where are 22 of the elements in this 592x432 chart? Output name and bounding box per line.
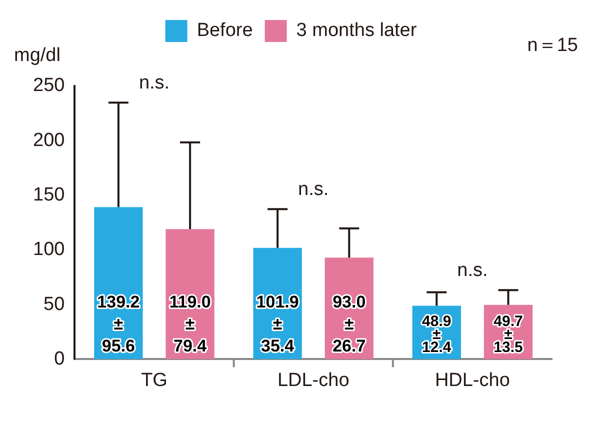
data-label: 49.7 ± 13.5: [494, 312, 523, 356]
x-tick-label: LDL-cho: [277, 370, 350, 391]
y-tick-label: 50: [44, 294, 65, 315]
data-label: 101.9 ± 35.4: [256, 292, 299, 356]
x-tick-label: HDL-cho: [434, 370, 510, 391]
annotation: n.s.: [298, 178, 329, 200]
y-tick-label: 200: [33, 130, 65, 151]
legend-label: 3 months later: [296, 20, 418, 42]
data-label: 93.0 ± 26.7: [332, 292, 366, 356]
annotation: n.s.: [138, 72, 170, 94]
y-tick-label: 150: [33, 184, 65, 206]
legend-label: Before: [196, 20, 253, 42]
annotation: n.s.: [457, 260, 488, 281]
y-axis-title: mg/dl: [14, 45, 60, 66]
text: n＝15: [527, 35, 578, 56]
data-label: 119.0 ± 79.4: [169, 292, 211, 356]
y-tick-label: 100: [33, 239, 65, 260]
x-tick-label: TG: [141, 370, 168, 391]
data-label: 139.2 ± 95.6: [97, 292, 140, 356]
y-tick-label: 0: [54, 348, 65, 370]
y-tick-label: 250: [33, 75, 65, 96]
data-label: 48.9 ± 12.4: [422, 312, 452, 356]
